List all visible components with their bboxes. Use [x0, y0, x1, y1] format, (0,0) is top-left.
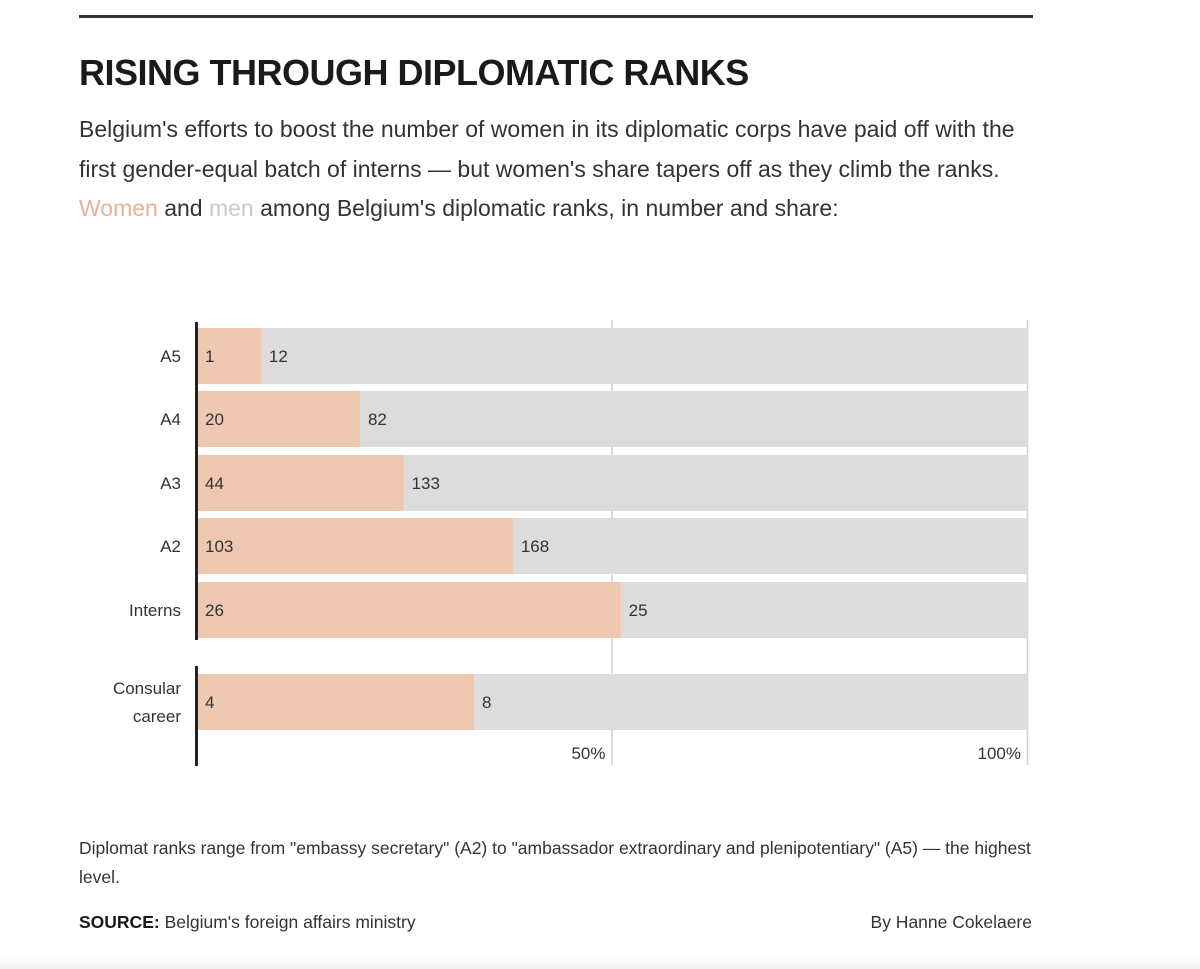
intro-part-1: Belgium's efforts to boost the number of… [79, 116, 1015, 182]
bar-men-a5 [197, 328, 1028, 384]
intro-and: and [157, 195, 209, 221]
value-label-men-a2: 168 [521, 537, 549, 556]
bar-women-interns [197, 582, 621, 638]
category-label-a3: A3 [160, 474, 181, 493]
value-label-men-a4: 82 [368, 410, 387, 429]
category-label-a4: A4 [160, 410, 181, 429]
byline: By Hanne Cokelaere [870, 912, 1032, 932]
category-label-a5: A5 [160, 347, 181, 366]
source-label: SOURCE: [79, 912, 160, 932]
footnote: Diplomat ranks range from "embassy secre… [79, 838, 1031, 887]
source-line: SOURCE: Belgium's foreign affairs minist… [79, 912, 416, 933]
value-label-women-a2: 103 [205, 537, 233, 556]
bar-women-consular-career [197, 674, 474, 730]
value-label-women-interns: 26 [205, 601, 224, 620]
intro-text: Belgium's efforts to boost the number of… [79, 110, 1029, 229]
value-label-women-consular-career: 4 [205, 693, 214, 712]
value-label-women-a5: 1 [205, 347, 214, 366]
bar-women-a4 [197, 391, 360, 447]
source-text: Belgium's foreign affairs ministry [159, 912, 416, 932]
bar-women-a3 [197, 455, 404, 511]
category-label-consular-career: Consular career [113, 679, 181, 726]
bar-women-a5 [197, 328, 261, 384]
bottom-shade [0, 955, 1200, 969]
value-label-men-interns: 25 [629, 601, 648, 620]
bar-women-a2 [197, 518, 513, 574]
intro-part-2: among Belgium's diplomatic ranks, in num… [253, 195, 839, 221]
category-label-a2: A2 [160, 537, 181, 556]
chart-title: RISING THROUGH DIPLOMATIC RANKS [79, 52, 749, 93]
category-label-interns: Interns [129, 601, 181, 620]
x-tick-label-50: 50% [571, 744, 605, 763]
value-label-men-a3: 133 [412, 474, 440, 493]
value-label-women-a3: 44 [205, 474, 224, 493]
stacked-bar-chart: 1 12 A5 20 82 A4 44 133 A3 103 168 A2 26 25 Interns 4 8 C… [113, 320, 1029, 766]
value-label-men-a5: 12 [269, 347, 288, 366]
top-rule [79, 15, 1033, 18]
x-tick-label-100: 100% [978, 744, 1021, 763]
legend-women-keyword: Women [79, 195, 158, 221]
value-label-women-a4: 20 [205, 410, 224, 429]
value-label-men-consular-career: 8 [482, 693, 491, 712]
legend-men-keyword: men [208, 195, 254, 221]
